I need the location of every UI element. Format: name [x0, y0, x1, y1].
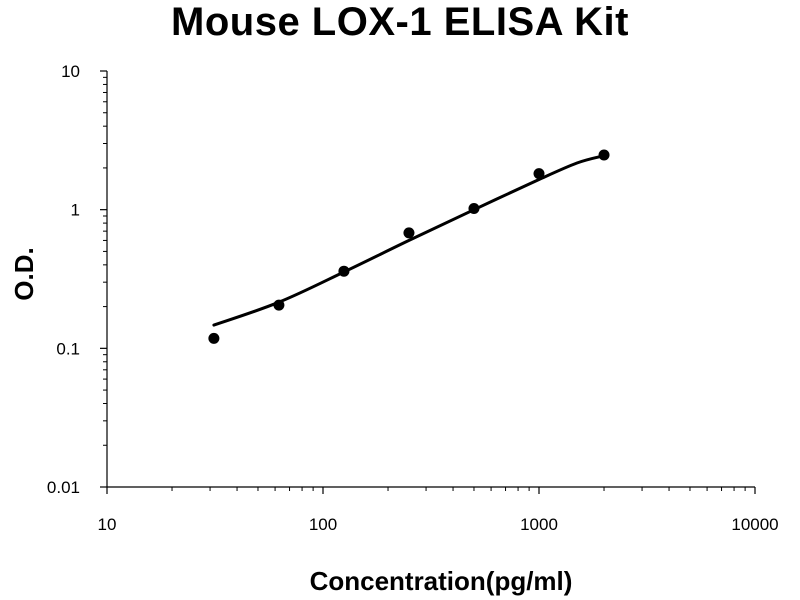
- chart-title: Mouse LOX-1 ELISA Kit: [171, 0, 629, 44]
- data-point: [533, 168, 545, 180]
- data-point: [273, 299, 285, 311]
- y-axis-title: O.D.: [9, 247, 39, 300]
- y-tick-label: 0.1: [56, 339, 80, 358]
- data-point: [468, 202, 480, 214]
- x-tick-label: 10: [98, 515, 117, 534]
- data-points-layer: [208, 149, 610, 344]
- x-tick-label: 1000: [520, 515, 558, 534]
- axes: 0.01 0.1 1 10 10 100 1000 10000: [47, 62, 779, 534]
- data-point: [208, 332, 220, 344]
- data-point: [598, 149, 610, 161]
- data-point: [403, 227, 415, 239]
- x-tick-label: 10000: [731, 515, 778, 534]
- fit-curve-layer: [212, 154, 606, 327]
- x-tick-label: 100: [309, 515, 337, 534]
- fit-curve-line: [212, 154, 606, 327]
- data-point: [338, 265, 350, 277]
- x-axis-title: Concentration(pg/ml): [310, 566, 573, 596]
- y-tick-label: 0.01: [47, 478, 80, 497]
- y-tick-label: 10: [61, 62, 80, 81]
- y-tick-label: 1: [71, 201, 80, 220]
